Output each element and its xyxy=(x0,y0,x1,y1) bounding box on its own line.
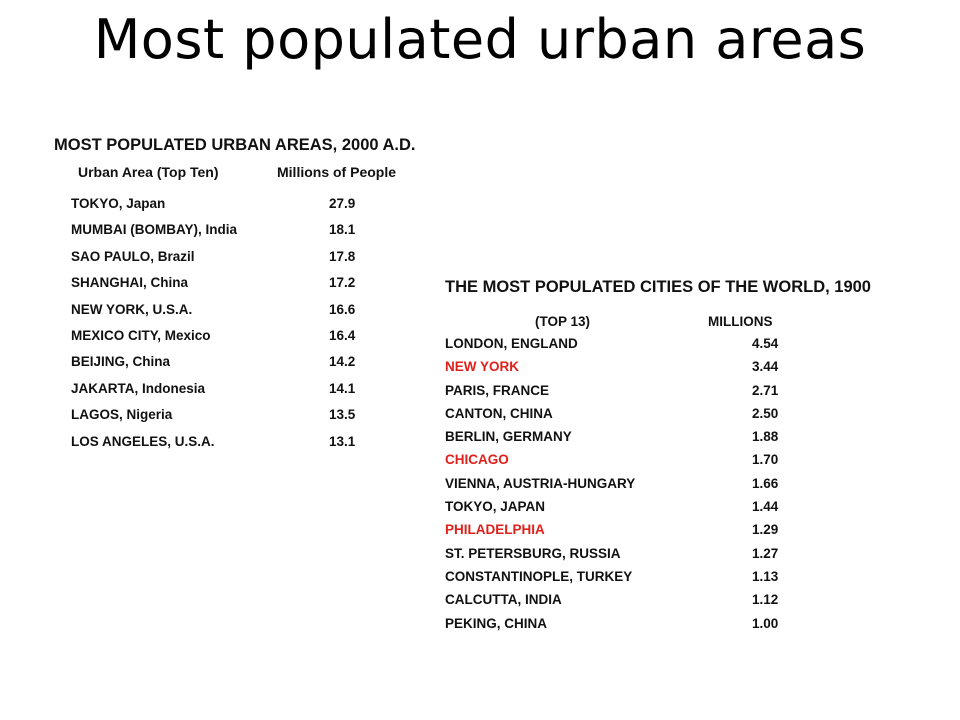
table-row: SAO PAULO, Brazil 17.8 xyxy=(54,249,414,275)
row-name: PEKING, CHINA xyxy=(445,615,548,631)
table-row: LOS ANGELES, U.S.A. 13.1 xyxy=(54,434,414,460)
row-value: 1.88 xyxy=(752,429,779,445)
row-name: BERLIN, GERMANY xyxy=(445,429,572,445)
table-row: BEIJING, China 14.2 xyxy=(54,354,414,380)
row-value: 17.2 xyxy=(329,275,356,291)
row-value: 14.2 xyxy=(329,354,356,370)
column-header-urban-area: Urban Area (Top Ten) xyxy=(78,164,219,180)
column-header-top-13: (TOP 13) xyxy=(535,314,591,329)
table-row: NEW YORK 3.44 xyxy=(445,359,925,382)
column-header-millions: Millions of People xyxy=(277,164,397,180)
table-row: VIENNA, AUSTRIA-HUNGARY 1.66 xyxy=(445,476,925,499)
row-value: 2.71 xyxy=(752,382,779,398)
row-value: 13.1 xyxy=(329,433,356,449)
table-1900-rows: LONDON, ENGLAND 4.54 NEW YORK 3.44 PARIS… xyxy=(445,336,925,639)
table-row: MEXICO CITY, Mexico 16.4 xyxy=(54,328,414,354)
table-row: MUMBAI (BOMBAY), India 18.1 xyxy=(54,222,414,248)
row-value: 1.44 xyxy=(752,499,779,515)
table-1900-heading: THE MOST POPULATED CITIES OF THE WORLD, … xyxy=(445,278,871,296)
row-value: 1.12 xyxy=(752,592,779,608)
column-header-millions: MILLIONS xyxy=(708,314,773,329)
table-row: LAGOS, Nigeria 13.5 xyxy=(54,407,414,433)
row-value: 2.50 xyxy=(752,405,779,421)
row-name: MUMBAI (BOMBAY), India xyxy=(71,222,237,238)
table-1900-column-headers: (TOP 13) MILLIONS xyxy=(445,314,925,336)
row-name: CHICAGO xyxy=(445,452,509,468)
table-2000-heading: MOST POPULATED URBAN AREAS, 2000 A.D. xyxy=(54,136,416,154)
row-name: CALCUTTA, INDIA xyxy=(445,592,562,608)
table-row: TOKYO, JAPAN 1.44 xyxy=(445,499,925,522)
urban-areas-2000-table: MOST POPULATED URBAN AREAS, 2000 A.D. Ur… xyxy=(54,134,416,460)
table-row: NEW YORK, U.S.A. 16.6 xyxy=(54,302,414,328)
table-row: CALCUTTA, INDIA 1.12 xyxy=(445,592,925,615)
row-name: ST. PETERSBURG, RUSSIA xyxy=(445,545,621,561)
row-name: PARIS, FRANCE xyxy=(445,382,550,398)
table-row: CHICAGO 1.70 xyxy=(445,452,925,475)
row-value: 3.44 xyxy=(752,359,779,375)
row-name: NEW YORK xyxy=(445,359,520,375)
row-name: NEW YORK, U.S.A. xyxy=(71,301,193,317)
row-name: PHILADELPHIA xyxy=(445,522,545,538)
row-name: MEXICO CITY, Mexico xyxy=(71,327,211,343)
table-row: PARIS, FRANCE 2.71 xyxy=(445,383,925,406)
table-row: PEKING, CHINA 1.00 xyxy=(445,616,925,639)
row-value: 1.66 xyxy=(752,475,779,491)
row-name: LONDON, ENGLAND xyxy=(445,336,578,351)
row-value: 16.6 xyxy=(329,301,356,317)
table-row: SHANGHAI, China 17.2 xyxy=(54,275,414,301)
table-row: JAKARTA, Indonesia 14.1 xyxy=(54,381,414,407)
table-row: LONDON, ENGLAND 4.54 xyxy=(445,336,925,359)
row-value: 1.00 xyxy=(752,615,779,631)
row-value: 1.29 xyxy=(752,522,779,538)
row-name: CONSTANTINOPLE, TURKEY xyxy=(445,568,633,584)
row-value: 14.1 xyxy=(329,380,356,396)
table-row: TOKYO, Japan 27.9 xyxy=(54,196,414,222)
table-row: CONSTANTINOPLE, TURKEY 1.13 xyxy=(445,569,925,592)
row-value: 1.13 xyxy=(752,568,779,584)
row-value: 27.9 xyxy=(329,196,356,211)
table-row: PHILADELPHIA 1.29 xyxy=(445,522,925,545)
row-value: 4.54 xyxy=(752,336,779,351)
row-name: SHANGHAI, China xyxy=(71,275,189,291)
row-value: 13.5 xyxy=(329,407,356,423)
row-value: 1.27 xyxy=(752,545,779,561)
table-row: CANTON, CHINA 2.50 xyxy=(445,406,925,429)
table-row: BERLIN, GERMANY 1.88 xyxy=(445,429,925,452)
row-name: TOKYO, JAPAN xyxy=(445,499,546,515)
row-name: JAKARTA, Indonesia xyxy=(71,380,206,396)
row-name: VIENNA, AUSTRIA-HUNGARY xyxy=(445,475,636,491)
row-value: 17.8 xyxy=(329,248,356,264)
table-2000-column-headers: Urban Area (Top Ten) Millions of People xyxy=(54,164,414,186)
row-name: LAGOS, Nigeria xyxy=(71,407,173,423)
row-name: SAO PAULO, Brazil xyxy=(71,248,195,264)
slide-title: Most populated urban areas xyxy=(93,8,867,71)
row-value: 18.1 xyxy=(329,222,356,238)
row-name: TOKYO, Japan xyxy=(71,196,166,211)
row-name: LOS ANGELES, U.S.A. xyxy=(71,433,215,449)
row-value: 16.4 xyxy=(329,327,356,343)
cities-1900-table: THE MOST POPULATED CITIES OF THE WORLD, … xyxy=(445,276,925,639)
row-name: BEIJING, China xyxy=(71,354,171,370)
row-name: CANTON, CHINA xyxy=(445,405,553,421)
row-value: 1.70 xyxy=(752,452,779,468)
table-row: ST. PETERSBURG, RUSSIA 1.27 xyxy=(445,546,925,569)
table-2000-rows: TOKYO, Japan 27.9 MUMBAI (BOMBAY), India… xyxy=(54,196,414,460)
